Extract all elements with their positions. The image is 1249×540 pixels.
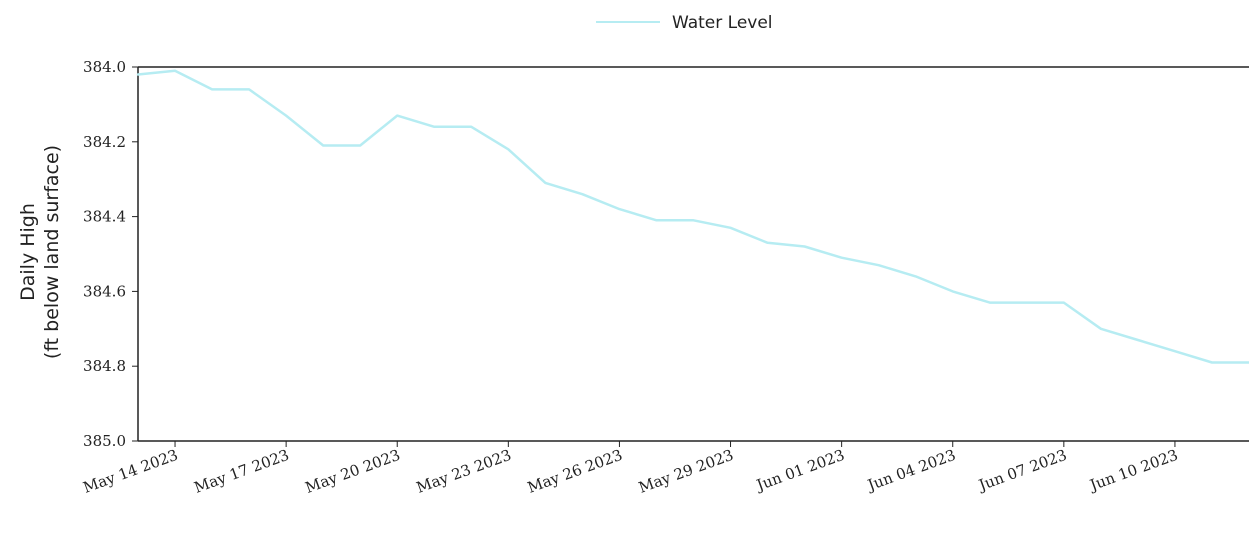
x-axis-ticks: May 14 2023 May 17 2023 May 20 2023 May 23 …: [81, 441, 1181, 497]
y-tick-label: 385.0: [83, 432, 126, 450]
legend-label: Water Level: [672, 13, 773, 33]
x-tick-label: Jun 10 2023: [1086, 446, 1181, 495]
x-tick-label: May 29 2023: [636, 446, 736, 497]
legend: Water Level: [596, 13, 773, 33]
y-tick-label: 384.0: [83, 58, 126, 76]
y-tick-label: 384.2: [83, 133, 126, 151]
y-axis-ticks: 384.0 384.2 384.4 384.6 384.8 385.0: [83, 58, 138, 450]
y-axis-title: Daily High (ft below land surface): [17, 145, 63, 359]
x-tick-label: May 14 2023: [81, 446, 181, 497]
x-tick-label: May 26 2023: [525, 446, 625, 497]
y-axis-title-line-2: (ft below land surface): [41, 145, 63, 359]
x-tick-label: May 23 2023: [414, 446, 514, 497]
series-layer: [136, 69, 1249, 364]
y-axis-title-line-1: Daily High: [17, 203, 39, 301]
x-tick-label: Jun 07 2023: [975, 446, 1070, 495]
x-tick-label: Jun 04 2023: [863, 446, 958, 495]
x-tick-label: May 20 2023: [303, 446, 403, 497]
y-tick-label: 384.6: [83, 282, 126, 300]
water-level-line: [136, 69, 1249, 364]
y-tick-label: 384.8: [83, 357, 126, 375]
x-tick-label: May 17 2023: [192, 446, 292, 497]
y-tick-label: 384.4: [83, 208, 126, 226]
x-tick-label: Jun 01 2023: [752, 446, 847, 495]
